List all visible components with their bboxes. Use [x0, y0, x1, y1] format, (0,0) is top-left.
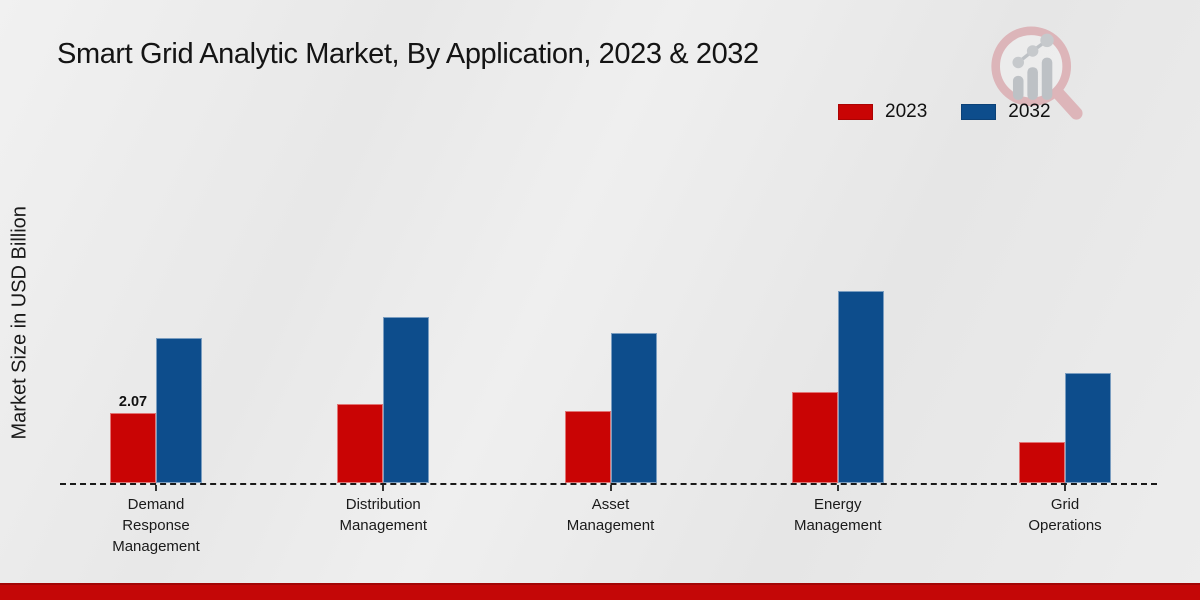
legend-label-2032: 2032 [1008, 101, 1051, 122]
logo-dot-3 [1040, 33, 1054, 48]
bar-2023-asset-management [564, 411, 611, 483]
bar-2032-asset-management [610, 333, 657, 483]
x-axis-tick [836, 485, 839, 491]
bar-2032-distribution-management [383, 317, 430, 483]
legend-item-2032: 2032 [961, 101, 1051, 123]
category-label-energy-management: Energy Management [793, 496, 882, 534]
chart-title: Smart Grid Analytic Market, By Applicati… [57, 38, 759, 70]
magnifier-handle [1051, 86, 1083, 120]
data-label-demand-response-management-2023: 2.07 [118, 394, 148, 410]
logo-bar-3 [1041, 57, 1053, 100]
logo-dot-1 [1012, 56, 1024, 69]
bar-2032-demand-response-management [156, 338, 202, 483]
bar-2023-distribution-management [337, 404, 384, 483]
bar-2023-grid-operations [1019, 442, 1065, 483]
legend-swatch-2032 [961, 104, 997, 120]
x-axis-tick [382, 485, 385, 491]
y-axis-label: Market Size in USD Billion [8, 206, 31, 440]
bar-2023-energy-management [791, 392, 838, 483]
x-axis-tick [155, 485, 157, 491]
footer-accent-bar [0, 583, 1200, 600]
legend-swatch-2023 [838, 104, 873, 120]
bar-2032-grid-operations [1065, 373, 1111, 483]
category-label-distribution-management: Distribution Management [339, 496, 428, 534]
category-label-demand-response-management: Demand Response Management [112, 496, 200, 555]
legend-label-2023: 2023 [885, 101, 928, 122]
category-label-asset-management: Asset Management [566, 496, 655, 534]
legend-item-2023: 2023 [838, 101, 927, 123]
logo-bar-2 [1027, 67, 1038, 100]
bar-2023-demand-response-management [110, 413, 156, 483]
x-axis-tick [609, 485, 612, 491]
x-axis-baseline [60, 483, 1157, 485]
bar-2032-energy-management [837, 291, 884, 483]
logo-bar-1 [1012, 75, 1024, 100]
logo-dot-2 [1026, 45, 1039, 57]
category-label-grid-operations: Grid Operations [1028, 496, 1102, 534]
chart-legend: 2023 2032 [838, 101, 1051, 123]
magnifier-bar-chart-logo [991, 26, 1083, 120]
x-axis-tick [1064, 485, 1066, 491]
